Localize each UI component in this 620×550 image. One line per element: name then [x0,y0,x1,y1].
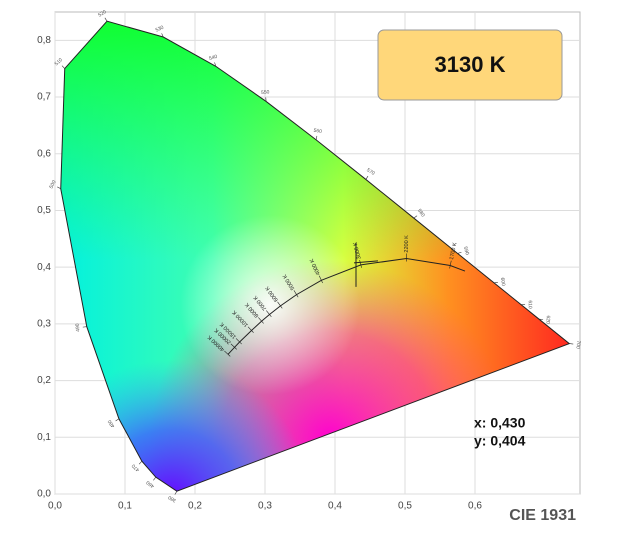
wavelength-label: 380 [167,494,177,504]
wavelength-tick [214,62,217,67]
y-tick-label: 0,2 [37,375,51,386]
wavelength-label: 510 [54,57,64,67]
y-tick-label: 0,5 [37,205,51,216]
y-tick-label: 0,1 [37,432,51,443]
wavelength-tick [104,17,108,22]
y-tick-label: 0,0 [37,489,51,500]
x-tick-label: 0,6 [468,501,482,512]
cct-label: 3130 K [435,52,506,77]
wavelength-label: 600 [499,277,506,286]
wavelength-label: 480 [107,418,117,428]
chart-title: CIE 1931 [509,507,576,524]
wavelength-label: 490 [75,323,82,332]
wavelength-label: 520 [97,9,107,19]
wavelength-tick [365,175,369,180]
y-tick-label: 0,3 [37,319,51,330]
cct-tick [293,290,299,298]
cct-tick [277,301,283,309]
x-tick-label: 0,5 [398,501,412,512]
wavelength-tick [61,65,65,69]
cct-tick [258,317,264,324]
cct-tick [224,350,231,357]
x-tick-label: 0,2 [188,501,202,512]
wavelength-label: 460 [145,479,155,489]
y-tick-label: 0,6 [37,148,51,159]
wavelength-tick [161,33,164,38]
cct-tick-label: 2200 K [404,235,410,253]
wavelength-tick [315,135,318,140]
wavelength-label: 570 [365,167,375,177]
wavelength-tick [138,461,143,465]
wavelength-label: 620 [545,315,551,324]
cct-tick [449,260,452,269]
cct-tick [266,310,272,317]
cct-tick [235,338,242,345]
point-crosshair [353,260,379,264]
wavelength-label: 530 [155,25,165,34]
x-tick-label: 0,4 [328,501,342,512]
x-coordinate: x: 0,430 [474,415,526,431]
y-tick-label: 0,4 [37,262,51,273]
x-tick-label: 0,3 [258,501,272,512]
wavelength-tick [153,476,157,481]
wavelength-tick [115,418,120,422]
wavelength-label: 560 [313,128,322,135]
wavelength-label: 550 [261,89,270,96]
wavelength-label: 540 [208,54,218,62]
wavelength-tick [569,343,574,345]
wavelength-tick [57,186,61,189]
y-coordinate: y: 0,404 [474,433,526,449]
x-tick-label: 0,1 [118,501,132,512]
wavelength-label: 500 [48,179,57,189]
spectral-locus [60,20,571,492]
cct-tick [359,259,362,268]
y-tick-label: 0,8 [37,35,51,46]
wavelength-label: 610 [527,300,533,309]
cct-tick [247,326,254,333]
x-tick-label: 0,0 [48,501,62,512]
cct-tick-label: 3000 K [352,241,362,260]
wavelength-label: 590 [462,246,470,256]
cct-tick [318,275,323,284]
y-tick-label: 0,7 [37,92,51,103]
wavelength-tick [457,251,462,254]
wavelength-label: 470 [131,462,141,472]
cct-tick-label: 1700 K [449,242,459,261]
cct-box [377,29,563,101]
cct-tick [230,343,237,350]
wavelength-tick [174,491,178,495]
wavelength-tick [413,215,418,219]
wavelength-label: 580 [416,208,426,218]
wavelength-label: 700 [574,340,581,349]
